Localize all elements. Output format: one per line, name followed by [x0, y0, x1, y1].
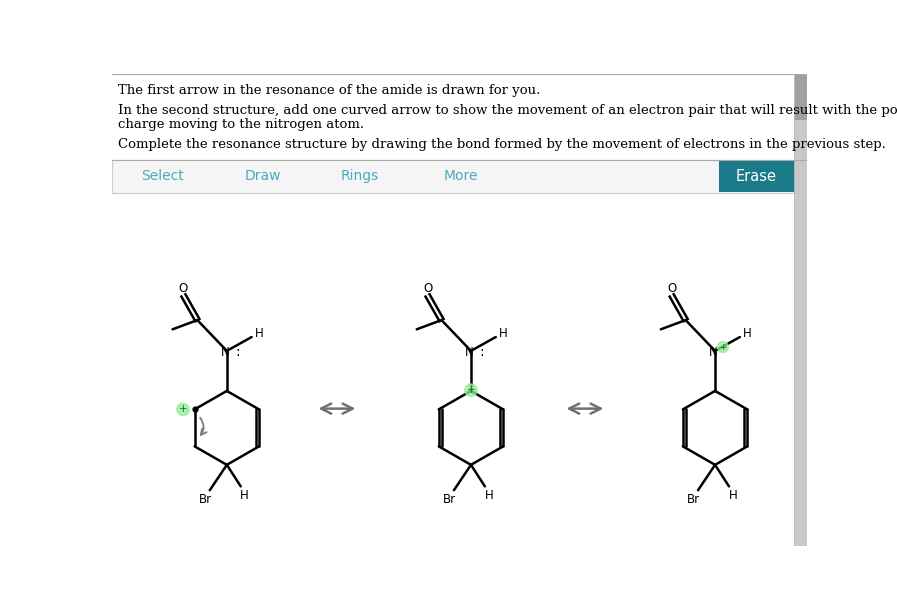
- Text: Rings: Rings: [341, 169, 379, 184]
- Circle shape: [718, 341, 728, 352]
- Text: Br: Br: [687, 493, 700, 506]
- Text: Complete the resonance structure by drawing the bond formed by the movement of e: Complete the resonance structure by draw…: [118, 138, 886, 152]
- Text: +: +: [179, 405, 187, 414]
- Text: N: N: [221, 346, 230, 359]
- Text: N: N: [710, 346, 718, 359]
- Bar: [112, 160, 794, 193]
- Text: Erase: Erase: [736, 169, 777, 184]
- Text: H: H: [499, 327, 508, 340]
- Text: Select: Select: [141, 169, 184, 184]
- Text: H: H: [744, 327, 752, 340]
- Text: H: H: [255, 327, 264, 340]
- Text: O: O: [422, 282, 432, 295]
- Text: H: H: [240, 489, 249, 502]
- Text: N: N: [465, 346, 474, 359]
- Bar: [719, 161, 794, 192]
- Text: H: H: [484, 489, 493, 502]
- Bar: [795, 74, 806, 120]
- Text: O: O: [179, 282, 188, 295]
- Text: Draw: Draw: [245, 169, 282, 184]
- Text: Br: Br: [198, 493, 212, 506]
- Circle shape: [465, 384, 477, 396]
- Text: charge moving to the nitrogen atom.: charge moving to the nitrogen atom.: [118, 119, 364, 131]
- Text: The first arrow in the resonance of the amide is drawn for you.: The first arrow in the resonance of the …: [118, 85, 541, 98]
- Text: :: :: [235, 346, 240, 359]
- Text: More: More: [444, 169, 478, 184]
- Text: :: :: [480, 346, 484, 359]
- Text: +: +: [719, 343, 727, 352]
- Circle shape: [177, 403, 189, 416]
- Text: +: +: [466, 385, 475, 395]
- Text: H: H: [728, 489, 737, 502]
- Text: Br: Br: [443, 493, 456, 506]
- Text: In the second structure, add one curved arrow to show the movement of an electro: In the second structure, add one curved …: [118, 104, 897, 117]
- Text: O: O: [667, 282, 676, 295]
- Bar: [794, 74, 807, 546]
